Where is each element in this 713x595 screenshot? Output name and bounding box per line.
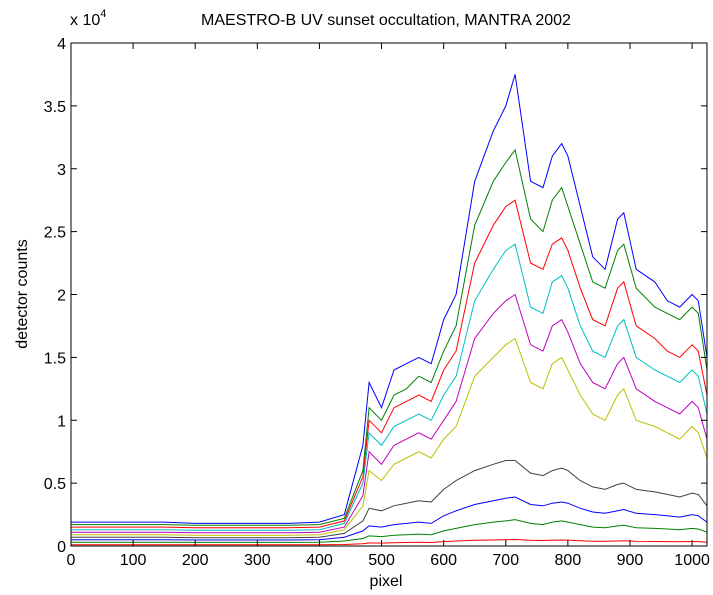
x-tick-label: 800 <box>555 552 582 569</box>
series-line-4 <box>71 243 708 531</box>
y-tick-label: 1 <box>57 413 66 430</box>
chart-title: MAESTRO-B UV sunset occultation, MANTRA … <box>201 12 571 29</box>
x-axis-label: pixel <box>370 573 403 590</box>
y-tick-labels: 0 0.5 1 1.5 2 2.5 3 3.5 4 <box>44 36 66 556</box>
x-tick-label: 0 <box>67 552 76 569</box>
x-tick-label: 1000 <box>674 552 710 569</box>
series-line-5 <box>71 293 708 534</box>
x-tick-label: 400 <box>306 552 333 569</box>
y-tick-label: 0.5 <box>44 476 66 493</box>
series-line-3 <box>71 199 708 529</box>
y-tick-label: 2 <box>57 288 66 305</box>
series-group <box>71 74 708 546</box>
y-tick-label: 3 <box>57 162 66 179</box>
y-multiplier-exponent: 4 <box>100 8 106 20</box>
series-line-9 <box>71 519 708 543</box>
y-tick-label: 4 <box>57 36 66 53</box>
series-line-8 <box>71 496 708 541</box>
x-tick-label: 900 <box>617 552 644 569</box>
series-line-1 <box>71 74 708 524</box>
x-tick-label: 700 <box>492 552 519 569</box>
series-line-6 <box>71 337 708 536</box>
y-tick-label: 1.5 <box>44 350 66 367</box>
x-tick-label: 600 <box>430 552 457 569</box>
y-axis-label: detector counts <box>14 239 31 348</box>
x-tick-label: 500 <box>368 552 395 569</box>
y-tick-label: 3.5 <box>44 99 66 116</box>
x-tick-labels: 0 100 200 300 400 500 600 700 800 900 1000 <box>67 552 710 569</box>
y-multiplier-text: x 10 <box>70 12 100 29</box>
x-tick-label: 100 <box>120 552 147 569</box>
x-tick-label: 200 <box>182 552 209 569</box>
series-line-2 <box>71 148 708 526</box>
y-tick-label: 2.5 <box>44 225 66 242</box>
series-line-7 <box>71 460 708 539</box>
y-multiplier: x 104 <box>70 8 106 29</box>
plot-frame <box>70 42 708 547</box>
y-tick-label: 0 <box>57 539 66 556</box>
x-tick-label: 300 <box>244 552 271 569</box>
